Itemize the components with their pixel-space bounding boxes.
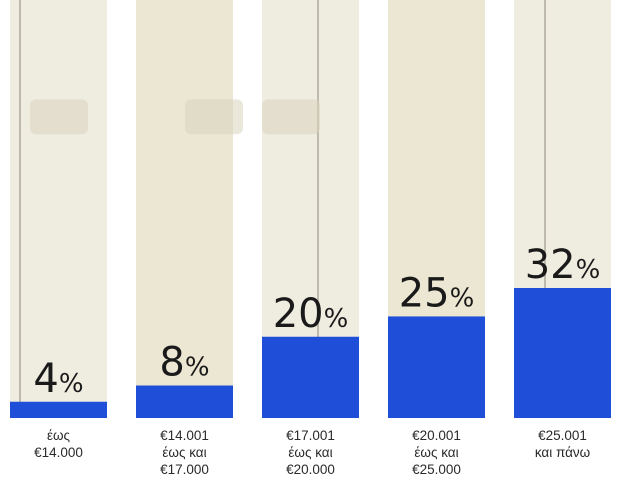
bar	[10, 401, 107, 418]
category-label: €14.001	[160, 428, 209, 443]
bar	[262, 336, 359, 418]
bar	[136, 385, 233, 418]
background-print-smudge	[30, 99, 88, 135]
category-label: €25.000	[412, 462, 461, 477]
background-print-smudge	[262, 99, 320, 135]
bar-value-label: 32%	[525, 242, 601, 288]
bar	[514, 288, 611, 418]
background-print-smudge	[185, 99, 243, 135]
background-column	[136, 0, 233, 418]
bar-value-label: 20%	[273, 291, 349, 337]
category-label: €17.001	[286, 428, 335, 443]
category-label: €17.000	[160, 462, 209, 477]
category-label: και πάνω	[535, 445, 590, 460]
bar-value-label: 25%	[399, 270, 475, 316]
category-label: έως	[47, 428, 71, 443]
category-label: €25.001	[538, 428, 587, 443]
category-label: έως και	[414, 445, 458, 460]
category-label: έως και	[288, 445, 332, 460]
bar	[388, 316, 485, 418]
category-label: €20.000	[286, 462, 335, 477]
bar-value-label: 4%	[33, 356, 83, 402]
category-labels-group: έως €14.000 €14.001 έως και €17.000 €17.001 έω…	[34, 428, 590, 477]
bar-value-label: 8%	[159, 340, 209, 386]
category-label: €20.001	[412, 428, 461, 443]
category-label: €14.000	[34, 445, 83, 460]
bars-group	[10, 288, 611, 418]
background-column	[10, 0, 107, 418]
category-label: έως και	[162, 445, 206, 460]
value-labels-group: 4% 8% 20% 25% 32%	[33, 242, 600, 402]
